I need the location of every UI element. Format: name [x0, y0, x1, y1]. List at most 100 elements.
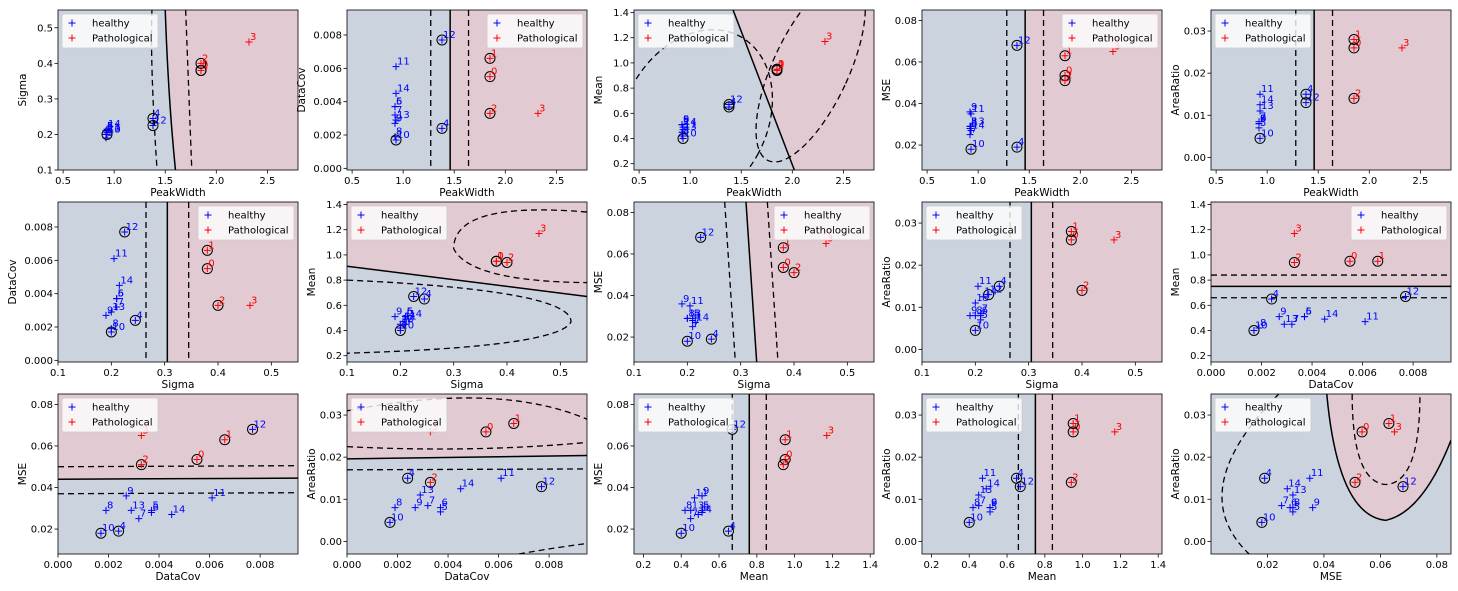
point-label: 6 — [152, 502, 158, 513]
legend-label: Pathological — [1381, 226, 1442, 237]
data-point — [486, 109, 494, 117]
point-label: 3 — [1116, 422, 1122, 433]
legend: healthy Pathological — [925, 397, 1023, 433]
scatter-panel-14: 012345678910111213140.20.40.60.81.01.21.… — [881, 393, 1166, 583]
x-tick-label: 2.0 — [497, 176, 513, 187]
support-vector-marker — [681, 335, 693, 347]
point-label: 3 — [1396, 422, 1402, 433]
pathological-region — [1025, 10, 1162, 170]
data-point — [486, 54, 494, 62]
x-tick-label: 1.0 — [1075, 560, 1091, 571]
y-tick-label: 1.4 — [613, 8, 629, 19]
support-vector-marker — [1011, 141, 1023, 153]
support-vector-marker — [1383, 417, 1395, 429]
point-label: 13 — [112, 302, 125, 313]
legend-label: Pathological — [668, 34, 729, 45]
point-label: 6 — [441, 498, 447, 509]
x-tick-label: 0.5 — [631, 176, 647, 187]
decision-boundary — [347, 454, 587, 460]
legend-box — [197, 205, 295, 241]
y-tick-label: 0.00 — [320, 537, 342, 548]
point-label: 3 — [1295, 223, 1301, 234]
margin-line — [347, 441, 587, 450]
support-vector-marker — [436, 122, 448, 134]
point-label: 7 — [982, 304, 988, 315]
data-point — [245, 38, 253, 46]
y-tick-label: 0.06 — [607, 249, 629, 260]
support-vector-marker — [779, 434, 791, 446]
legend-label: healthy — [1245, 403, 1283, 414]
point-label: 1 — [226, 430, 232, 441]
data-point — [426, 478, 434, 486]
data-point — [1111, 428, 1119, 436]
point-label: 12 — [1404, 477, 1417, 488]
support-vector-marker — [1397, 481, 1409, 493]
point-label: 14 — [987, 479, 1000, 490]
point-label: 9 — [971, 102, 977, 113]
data-point — [687, 506, 695, 514]
y-tick-label: 0.08 — [607, 208, 629, 219]
x-tick-label: 0.04 — [1313, 560, 1335, 571]
y-axis-label: MSE — [593, 463, 605, 485]
data-point — [1399, 483, 1407, 491]
point-label: 9 — [1280, 307, 1286, 318]
support-vector-marker — [1349, 476, 1361, 488]
data-point — [110, 255, 118, 263]
axes-frame — [921, 393, 1163, 555]
point-label: 2 — [508, 252, 514, 263]
data-point — [677, 529, 685, 537]
data-point — [197, 59, 205, 67]
y-tick-label: 0.6 — [326, 301, 342, 312]
point-label: 1 — [786, 430, 792, 441]
point-label: 5 — [683, 115, 689, 126]
y-tick-label: 0.2 — [613, 159, 629, 170]
point-label: 12 — [254, 419, 267, 430]
point-label: 6 — [683, 115, 689, 126]
y-tick-label: 0.03 — [1184, 411, 1206, 422]
point-label: 0 — [1072, 230, 1078, 241]
point-label: 12 — [126, 222, 139, 233]
x-tick-label: 1.5 — [1310, 176, 1326, 187]
point-label: 13 — [684, 122, 697, 133]
point-label: 3 — [539, 103, 545, 114]
support-vector-marker — [1356, 426, 1368, 438]
support-vector-marker — [1259, 472, 1271, 484]
x-tick-label: 1.0 — [106, 176, 122, 187]
x-tick-label: 0.1 — [626, 368, 642, 379]
support-vector-marker — [212, 299, 224, 311]
legend-label: healthy — [92, 19, 130, 30]
point-label: 4 — [1307, 84, 1313, 95]
point-label: 8 — [396, 127, 402, 138]
data-point — [966, 312, 974, 320]
scatter-panel-4: 012345678910111213140.51.01.52.02.50.020… — [881, 9, 1163, 199]
y-tick-label: 0.000 — [313, 164, 342, 175]
scatter-panel-8: 012345678910111213140.10.20.30.40.50.020… — [593, 201, 875, 391]
data-point — [1016, 483, 1024, 491]
data-point — [967, 145, 975, 153]
y-tick-label: 0.4 — [326, 326, 342, 337]
scatter-panel-11: 012345678910111213140.0000.0020.0040.006… — [17, 393, 299, 583]
support-vector-marker — [1256, 516, 1268, 528]
data-point — [391, 504, 399, 512]
x-tick-label: 1.2 — [1112, 560, 1128, 571]
data-point — [1309, 504, 1317, 512]
legend: healthy Pathological — [1214, 397, 1312, 433]
data-point — [1250, 327, 1258, 335]
point-label: 6 — [107, 121, 113, 132]
data-point — [1256, 134, 1264, 142]
y-axis-label: MSE — [881, 79, 893, 101]
data-point — [1067, 236, 1075, 244]
point-label: 5 — [107, 121, 113, 132]
point-label: 2 — [431, 472, 437, 483]
y-tick-label: 0.02 — [31, 525, 53, 536]
data-point — [1078, 286, 1086, 294]
data-point — [1288, 320, 1296, 328]
y-tick-label: 1.4 — [1190, 200, 1206, 211]
pathological-region — [1326, 394, 1451, 521]
x-tick-label: 0.002 — [383, 560, 412, 571]
scatter-panel-12: 012345678910111213140.0000.0020.0040.006… — [306, 393, 588, 583]
legend-box — [350, 397, 448, 433]
